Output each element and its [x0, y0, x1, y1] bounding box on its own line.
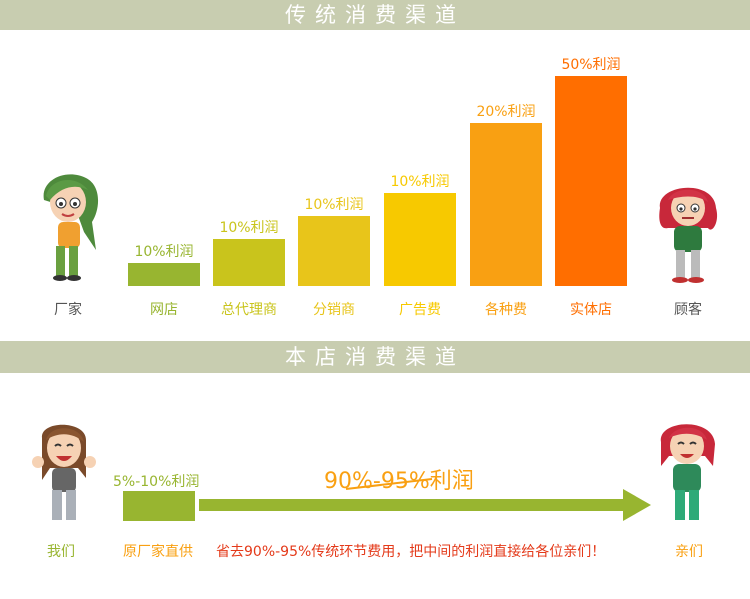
- bar-category-label-2: 总代理商: [221, 302, 277, 318]
- bar-category-label-3: 分销商: [313, 302, 355, 318]
- bar-3: [298, 216, 370, 286]
- section2-title: 本店消费渠道: [0, 341, 750, 373]
- bar-4: [384, 193, 456, 286]
- savings-note: 省去90%-95%传统环节费用，把中间的利润直接给各位亲们！: [216, 544, 606, 560]
- dear-customers-label: 亲们: [675, 544, 703, 560]
- bar-data-label-3: 10%利润: [304, 197, 364, 213]
- bar-category-label-5: 各种费: [485, 302, 527, 318]
- strikethrough-mark: [345, 478, 433, 490]
- bar-category-label-6: 实体店: [570, 302, 612, 318]
- bar-data-label-4: 10%利润: [390, 174, 450, 190]
- bar-2: [213, 239, 285, 286]
- bar-6: [555, 76, 627, 286]
- customer-label: 顾客: [674, 302, 702, 318]
- bar-1: [128, 263, 200, 286]
- us-character-icon: [32, 424, 96, 520]
- bar-data-label-2: 10%利润: [219, 220, 279, 236]
- bar-data-label-6: 50%利润: [561, 57, 621, 73]
- manufacturer-label: 厂家: [54, 302, 82, 318]
- supplier-label: 原厂家直供: [123, 544, 193, 560]
- manufacturer-character-icon: [43, 174, 99, 281]
- crossed-profit-label: 90%-95%利润: [324, 469, 474, 494]
- us-label: 我们: [47, 544, 75, 560]
- dear-customers-character-icon: [660, 424, 715, 520]
- bar-data-label-5: 20%利润: [476, 104, 536, 120]
- bar-category-label-1: 网店: [150, 302, 178, 318]
- bar-5: [470, 123, 542, 286]
- section1-title: 传统消费渠道: [0, 0, 750, 30]
- supplier-profit-label: 5%-10%利润: [113, 474, 200, 490]
- bar-data-label-1: 10%利润: [134, 244, 194, 260]
- bar-category-label-4: 广告费: [399, 302, 441, 318]
- customer-character-icon: [659, 187, 718, 283]
- direct-supply-arrow: [123, 489, 651, 521]
